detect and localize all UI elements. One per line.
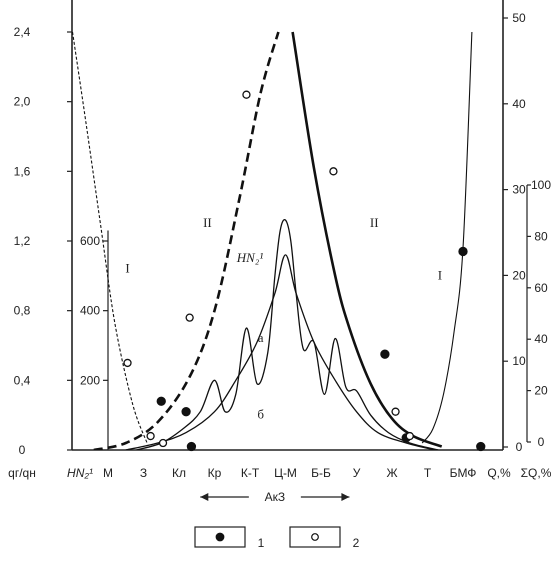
annotation-5: а: [258, 330, 264, 345]
left-outer-axis-label: qг/qн: [8, 466, 36, 480]
category-label-7: У: [353, 466, 361, 480]
category-label-10: БМФ: [450, 466, 477, 480]
marker-series-2: [329, 167, 338, 176]
left-inner-tick-label: 400: [80, 304, 100, 318]
left-outer-tick-label: 2,0: [14, 95, 31, 109]
marker-series-2: [242, 90, 251, 99]
category-label-6: Б-Б: [311, 466, 331, 480]
series-line-a-4: [125, 254, 435, 450]
annotation-0: I: [125, 260, 129, 275]
right-inner-tick-label: 40: [512, 97, 526, 111]
right-inner-axis-label: Q,%: [487, 466, 511, 480]
left-inner-axis: 200 400 600: [80, 230, 109, 450]
right-outer-tick-label: 0: [538, 435, 545, 449]
marker-series-1: [156, 396, 166, 406]
marker-layer: [123, 90, 486, 452]
right-inner-axis: 0 10 20 30 40 50: [503, 11, 526, 454]
series-line-I-1: [421, 31, 473, 444]
group-label: АкЗ: [265, 490, 286, 504]
group-arrow-head-right: [341, 493, 350, 501]
left-outer-tick-label: 1,2: [14, 234, 31, 248]
right-outer-axis-label: ΣQ,%: [521, 466, 552, 480]
marker-series-1: [380, 349, 390, 359]
marker-series-2: [158, 438, 168, 448]
marker-series-1: [186, 441, 197, 452]
left-outer-tick-label: 0,4: [14, 373, 31, 387]
category-label-2: Кл: [172, 466, 186, 480]
series-line-II-2: [93, 31, 280, 450]
marker-series-1: [458, 246, 468, 257]
right-outer-axis: 0 20 40 60 80 100: [526, 178, 551, 449]
right-inner-tick-label: 30: [512, 183, 526, 197]
series-layer: [72, 31, 473, 450]
annotation-3: II: [370, 215, 379, 230]
marker-series-2: [185, 313, 194, 322]
left-outer-tick-label: 2,4: [14, 25, 31, 39]
category-label-9: Т: [424, 466, 432, 480]
left-inner-tick-label: 200: [80, 373, 100, 387]
category-label-0: M: [103, 466, 113, 480]
category-label-3: Кр: [208, 466, 222, 480]
marker-series-2: [123, 358, 132, 368]
annotation-6: б: [257, 407, 264, 422]
series-line-I-0: [72, 31, 148, 444]
marker-series-1: [181, 407, 191, 417]
series-line-б-5: [136, 219, 439, 450]
right-inner-tick-label: 10: [512, 354, 526, 368]
right-outer-tick-label: 20: [534, 384, 548, 398]
legend-label-1: 1: [258, 536, 265, 550]
marker-series-2: [146, 431, 155, 441]
category-label-1: З: [140, 466, 147, 480]
annotation-4: HN₂¹: [236, 250, 264, 265]
legend-marker-1: [215, 532, 225, 542]
legend-label-2: 2: [353, 536, 360, 550]
annotation-2: II: [203, 215, 212, 230]
left-inner-tick-label: 600: [80, 234, 100, 248]
right-inner-tick-label: 0: [516, 440, 523, 454]
category-label-8: Ж: [386, 466, 397, 480]
right-outer-tick-label: 100: [531, 178, 551, 192]
marker-series-2: [391, 407, 400, 416]
category-labels: qг/qн HN₂¹ M З Кл Кр К-Т Ц-М Б-Б У Ж Т БМФ Q,% ΣQ,% АкЗ: [8, 466, 552, 504]
legend-marker-2: [311, 533, 319, 541]
right-outer-tick-label: 80: [534, 229, 548, 243]
series-line-II-3: [291, 31, 443, 448]
marker-series-2: [405, 431, 414, 441]
right-outer-tick-label: 60: [534, 281, 548, 295]
right-inner-tick-label: 20: [512, 268, 526, 282]
right-outer-tick-label: 40: [534, 332, 548, 346]
left-outer-tick-label: 0,8: [14, 304, 31, 318]
group-arrow-head-left: [200, 493, 209, 501]
marker-series-1: [476, 441, 486, 452]
category-label-5: Ц-М: [274, 466, 297, 480]
annotation-1: I: [438, 267, 442, 282]
right-inner-tick-label: 50: [512, 11, 526, 25]
left-outer-axis: 0 0,4 0,8 1,2 1,6 2,0 2,4: [14, 25, 72, 457]
chart-frame: [71, 0, 504, 451]
category-label-4: К-Т: [241, 466, 260, 480]
left-outer-tick-label: 0: [19, 443, 26, 457]
left-outer-tick-label: 1,6: [14, 164, 31, 178]
left-inner-axis-label: HN₂¹: [67, 466, 93, 480]
